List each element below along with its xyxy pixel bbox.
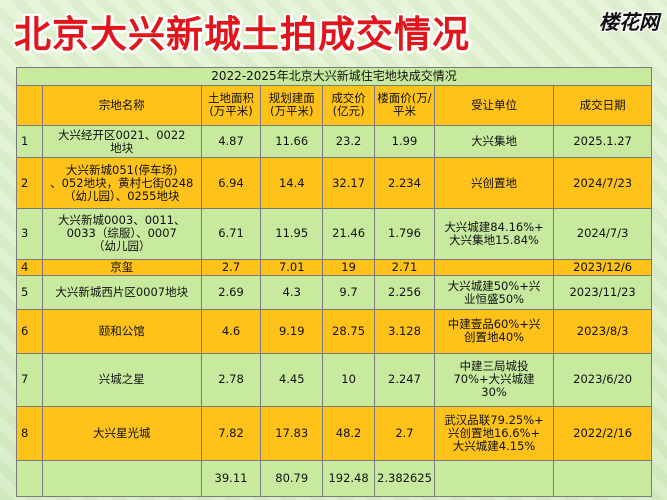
table-cell: 7.82 bbox=[200, 405, 262, 461]
table-cell: 2.78 bbox=[200, 352, 262, 407]
table-cell: 9.19 bbox=[260, 309, 324, 354]
row-index: 5 bbox=[16, 275, 43, 311]
table-cell: 2.256 bbox=[374, 275, 435, 311]
table-header-row: 宗地名称 土地面积 (万平米) 规划建面 (万平米) 成交价 (亿元) 楼面价(万/平米 受让单… bbox=[16, 85, 652, 126]
table-row: 3 大兴新城0003、0011、 0033（综服）、0007 （幼儿园） 6.71 11.… bbox=[16, 207, 652, 260]
table-cell: 2024/7/3 bbox=[553, 207, 652, 260]
table-row: 6 颐和公馆 4.6 9.19 28.75 3.128 中建壹品60%+兴 创置地40% 202… bbox=[16, 309, 652, 354]
table-cell: 32.17 bbox=[322, 157, 376, 209]
table-row: 2 大兴新城051(停车场) 、052地块，黄村七街0248 （幼儿园）、0255地块… bbox=[16, 157, 652, 209]
total-cell bbox=[553, 459, 652, 498]
table-cell: 2.247 bbox=[374, 352, 435, 407]
table-total-row: 39.11 80.79 192.48 2.382625 bbox=[16, 459, 652, 498]
row-index: 4 bbox=[16, 258, 43, 277]
table-row: 7 兴城之星 2.78 4.45 10 2.247 中建三局城投 70%+大兴城建 30% 202… bbox=[16, 352, 652, 407]
table-cell: 中建三局城投 70%+大兴城建 30% bbox=[433, 352, 555, 407]
table-cell: 17.83 bbox=[260, 405, 324, 461]
column-header: 楼面价(万/平米 bbox=[374, 85, 435, 126]
column-header: 成交日期 bbox=[553, 85, 652, 126]
table-cell: 2024/7/23 bbox=[553, 157, 652, 209]
table-caption-row: 2022-2025年北京大兴新城住宅地块成交情况 bbox=[16, 66, 652, 87]
table-row: 1 大兴经开区0021、0022 地块 4.87 11.66 23.2 1.99 大兴集地 20… bbox=[16, 124, 652, 159]
table-cell bbox=[433, 258, 555, 277]
table-cell: 大兴经开区0021、0022 地块 bbox=[41, 124, 202, 159]
row-index: 8 bbox=[16, 405, 43, 461]
table-cell: 4.6 bbox=[200, 309, 262, 354]
table-cell: 3.128 bbox=[374, 309, 435, 354]
table-cell: 2.69 bbox=[200, 275, 262, 311]
table-cell: 大兴城建84.16%+ 大兴集地15.84% bbox=[433, 207, 555, 260]
table-cell: 1.796 bbox=[374, 207, 435, 260]
total-cell bbox=[16, 459, 43, 498]
table-cell: 2022/2/16 bbox=[553, 405, 652, 461]
page-title: 北京大兴新城土拍成交情况 bbox=[14, 13, 470, 56]
table-cell: 武汉品联79.25%+ 兴创置地16.6%+ 大兴城建4.15% bbox=[433, 405, 555, 461]
total-cell: 192.48 bbox=[322, 459, 376, 498]
column-header: 成交价 (亿元) bbox=[322, 85, 376, 126]
table-cell: 中建壹品60%+兴 创置地40% bbox=[433, 309, 555, 354]
land-deals-table: 2022-2025年北京大兴新城住宅地块成交情况 宗地名称 土地面积 (万平米) 规划建… bbox=[16, 66, 652, 498]
total-cell bbox=[41, 459, 202, 498]
table-cell: 9.7 bbox=[322, 275, 376, 311]
column-header: 宗地名称 bbox=[41, 85, 202, 126]
table-cell: 颐和公馆 bbox=[41, 309, 202, 354]
total-cell: 80.79 bbox=[260, 459, 324, 498]
table-cell: 大兴新城051(停车场) 、052地块，黄村七街0248 （幼儿园）、0255地块 bbox=[41, 157, 202, 209]
table-cell: 2023/12/6 bbox=[553, 258, 652, 277]
table-cell: 4.3 bbox=[260, 275, 324, 311]
column-header: 受让单位 bbox=[433, 85, 555, 126]
table-cell: 11.66 bbox=[260, 124, 324, 159]
table-caption: 2022-2025年北京大兴新城住宅地块成交情况 bbox=[16, 66, 652, 87]
table-cell: 23.2 bbox=[322, 124, 376, 159]
row-index: 1 bbox=[16, 124, 43, 159]
table-cell: 2023/11/23 bbox=[553, 275, 652, 311]
table-cell: 2023/6/20 bbox=[553, 352, 652, 407]
table-cell: 21.46 bbox=[322, 207, 376, 260]
table-cell: 4.45 bbox=[260, 352, 324, 407]
table-cell: 11.95 bbox=[260, 207, 324, 260]
table-cell: 19 bbox=[322, 258, 376, 277]
table-row: 4 京玺 2.7 7.01 19 2.71 2023/12/6 bbox=[16, 258, 652, 277]
table-row: 5 大兴新城西片区0007地块 2.69 4.3 9.7 2.256 大兴城建50%+兴 业恒… bbox=[16, 275, 652, 311]
total-cell: 39.11 bbox=[200, 459, 262, 498]
table-cell: 2025.1.27 bbox=[553, 124, 652, 159]
column-header: 土地面积 (万平米) bbox=[200, 85, 262, 126]
table-cell: 大兴新城西片区0007地块 bbox=[41, 275, 202, 311]
table-cell: 6.71 bbox=[200, 207, 262, 260]
table-row: 8 大兴星光城 7.82 17.83 48.2 2.7 武汉品联79.25%+ 兴创置地16.… bbox=[16, 405, 652, 461]
table-cell: 7.01 bbox=[260, 258, 324, 277]
brand-logo: 楼花网 bbox=[599, 10, 659, 34]
total-cell bbox=[433, 459, 555, 498]
table-cell: 2.7 bbox=[374, 405, 435, 461]
row-index: 2 bbox=[16, 157, 43, 209]
row-index: 7 bbox=[16, 352, 43, 407]
total-cell: 2.382625 bbox=[374, 459, 435, 498]
table-cell: 大兴城建50%+兴 业恒盛50% bbox=[433, 275, 555, 311]
table-cell: 6.94 bbox=[200, 157, 262, 209]
table-cell: 48.2 bbox=[322, 405, 376, 461]
column-header: 规划建面 (万平米) bbox=[260, 85, 324, 126]
table-cell: 1.99 bbox=[374, 124, 435, 159]
table-cell: 大兴集地 bbox=[433, 124, 555, 159]
table-cell: 2023/8/3 bbox=[553, 309, 652, 354]
table-cell: 28.75 bbox=[322, 309, 376, 354]
table-cell: 4.87 bbox=[200, 124, 262, 159]
table-cell: 14.4 bbox=[260, 157, 324, 209]
table-cell: 2.234 bbox=[374, 157, 435, 209]
table-cell: 10 bbox=[322, 352, 376, 407]
table-cell: 兴创置地 bbox=[433, 157, 555, 209]
row-index: 3 bbox=[16, 207, 43, 260]
table-cell: 京玺 bbox=[41, 258, 202, 277]
table-cell: 2.71 bbox=[374, 258, 435, 277]
table-cell: 大兴星光城 bbox=[41, 405, 202, 461]
row-index: 6 bbox=[16, 309, 43, 354]
table-cell: 2.7 bbox=[200, 258, 262, 277]
table-cell: 兴城之星 bbox=[41, 352, 202, 407]
column-header bbox=[16, 85, 43, 126]
table-cell: 大兴新城0003、0011、 0033（综服）、0007 （幼儿园） bbox=[41, 207, 202, 260]
